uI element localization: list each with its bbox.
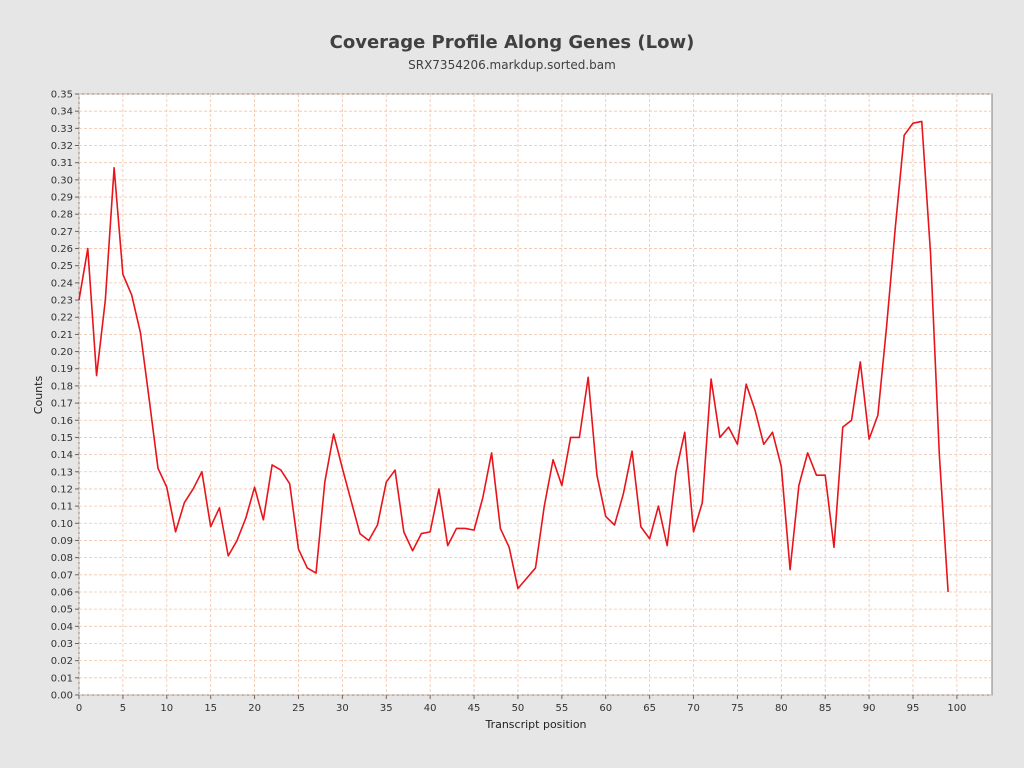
y-tick-label: 0.06 [51,587,73,598]
x-tick-label: 75 [731,703,744,714]
y-tick-label: 0.02 [51,656,73,667]
y-tick-label: 0.26 [51,244,73,255]
y-axis: 0.00 0.01 0.02 0.03 0.04 0.05 0.06 0.07 0.08 0.09… [51,90,79,702]
y-tick-label: 0.31 [51,158,73,169]
y-tick-label: 0.05 [51,605,73,616]
x-tick-label: 100 [947,703,966,714]
x-tick-label: 25 [292,703,305,714]
y-tick-label: 0.33 [51,124,73,135]
coverage-line [78,120,949,593]
chart-title: Coverage Profile Along Genes (Low) [330,32,695,53]
y-tick-label: 0.29 [51,193,73,204]
x-tick-label: 40 [424,703,437,714]
y-axis-label: Counts [32,376,45,415]
x-tick-label: 0 [76,703,82,714]
x-tick-label: 55 [555,703,568,714]
x-tick-label: 35 [380,703,393,714]
y-tick-label: 0.03 [51,639,73,650]
y-tick-label: 0.09 [51,536,73,547]
y-tick-label: 0.12 [51,484,73,495]
x-tick-label: 65 [643,703,656,714]
y-tick-label: 0.16 [51,416,73,427]
x-tick-label: 95 [907,703,920,714]
y-tick-label: 0.23 [51,296,73,307]
series-group [78,120,949,593]
x-tick-label: 45 [468,703,481,714]
y-tick-label: 0.01 [51,673,73,684]
grid-lines [78,93,992,696]
y-tick-label: 0.32 [51,141,73,152]
y-tick-label: 0.17 [51,399,73,410]
plot-area [78,93,993,696]
y-tick-label: 0.15 [51,433,73,444]
x-axis: 0 5 10 15 20 25 30 35 40 45 50 55 60 65 70 75 80 85 90 95 10… [76,695,966,714]
y-tick-label: 0.13 [51,467,73,478]
x-tick-label: 5 [120,703,126,714]
y-tick-label: 0.28 [51,210,73,221]
x-tick-label: 70 [687,703,700,714]
y-tick-label: 0.27 [51,227,73,238]
x-tick-label: 10 [160,703,173,714]
y-tick-label: 0.20 [51,347,73,358]
x-tick-label: 50 [512,703,525,714]
y-tick-label: 0.11 [51,502,73,513]
x-tick-label: 15 [204,703,217,714]
x-tick-label: 20 [248,703,261,714]
y-tick-label: 0.00 [51,691,73,702]
y-tick-label: 0.14 [51,450,73,461]
y-tick-label: 0.04 [51,622,73,633]
chart-subtitle: SRX7354206.markdup.sorted.bam [408,58,616,72]
y-tick-label: 0.25 [51,261,73,272]
y-tick-label: 0.24 [51,278,73,289]
y-tick-label: 0.34 [51,107,73,118]
y-tick-label: 0.35 [51,90,73,101]
x-tick-label: 30 [336,703,349,714]
y-tick-label: 0.22 [51,313,73,324]
y-tick-label: 0.18 [51,381,73,392]
y-tick-label: 0.30 [51,175,73,186]
x-tick-label: 90 [863,703,876,714]
y-tick-label: 0.21 [51,330,73,341]
x-tick-label: 60 [599,703,612,714]
y-tick-label: 0.19 [51,364,73,375]
y-tick-label: 0.08 [51,553,73,564]
x-tick-label: 85 [819,703,832,714]
x-tick-label: 80 [775,703,788,714]
y-tick-label: 0.10 [51,519,73,530]
y-tick-label: 0.07 [51,570,73,581]
x-axis-label: Transcript position [484,718,586,731]
